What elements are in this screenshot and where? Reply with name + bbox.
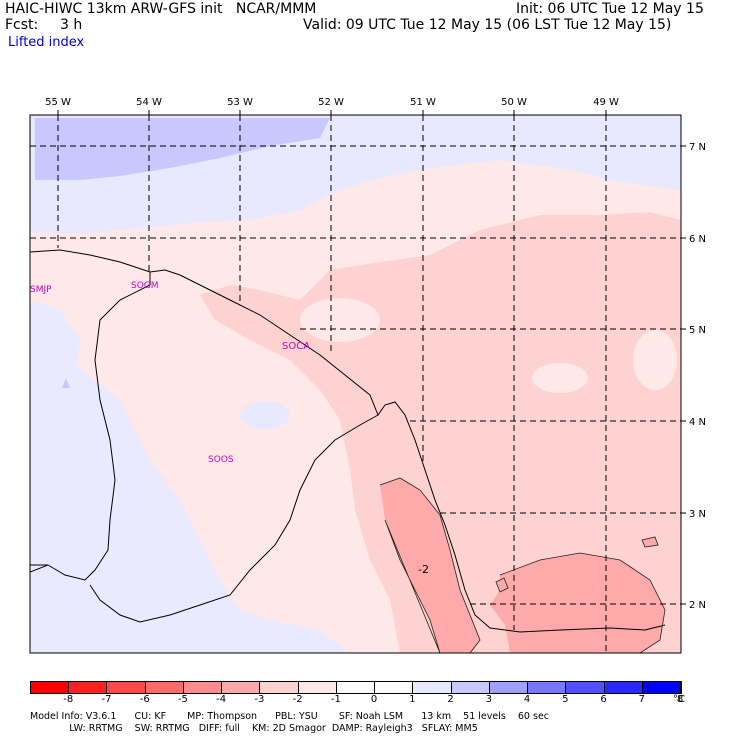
graticule [30, 115, 681, 653]
valid-time: Valid: 09 UTC Tue 12 May 15 (06 LST Tue … [303, 17, 672, 33]
lat-label: 6 N [689, 234, 706, 245]
shade-light-blue-southwest [30, 360, 350, 653]
colorbar-tick-label: 2 [447, 694, 454, 705]
colorbar-swatch [566, 682, 605, 693]
shade-hole-2 [532, 363, 588, 393]
colorbar-tick-label: 7 [638, 694, 645, 705]
lon-label: 55 W [45, 97, 71, 108]
lon-label: 54 W [136, 97, 162, 108]
contour-small-2 [495, 577, 509, 593]
colorbar-swatch [298, 682, 337, 693]
map-frame [29, 114, 682, 654]
colorbar-tick-label: 8 [676, 694, 684, 705]
shade-blue-northwest [35, 118, 330, 180]
shade-hole-3 [633, 330, 677, 390]
lon-label: 52 W [318, 97, 344, 108]
colorbar-tick-label: -6 [139, 694, 150, 705]
colorbar-swatch [413, 682, 452, 693]
blue-marker [62, 378, 70, 388]
colorbar-tick-label: -5 [177, 694, 188, 705]
colorbar-tick-label: 6 [600, 694, 607, 705]
colorbar-swatch [183, 682, 223, 693]
colorbar-swatch [642, 682, 681, 693]
station-smjp: SMJP [30, 285, 52, 295]
forecast-hours: 3 h [60, 17, 83, 33]
shade-light-blue-blob [240, 401, 290, 429]
lon-label: 50 W [501, 97, 527, 108]
colorbar-unit: °C [673, 694, 685, 705]
colorbar-swatch [336, 682, 376, 693]
coastline [30, 249, 666, 633]
top-ticks [57, 110, 607, 115]
lon-label: 51 W [410, 97, 436, 108]
station-soca: SOCA [282, 341, 310, 352]
lat-label: 5 N [689, 325, 706, 336]
colorbar-swatch [222, 682, 261, 693]
border-suriname-guyana [30, 272, 151, 581]
colorbar-tick-label: -8 [63, 694, 74, 705]
lon-label: 49 W [593, 97, 619, 108]
station-soos: SOOS [208, 455, 234, 465]
colorbar-swatch [69, 682, 108, 693]
shade-hole-1 [300, 298, 380, 342]
forecast-label: Fcst: [5, 17, 39, 33]
colorbar-swatch [260, 682, 299, 693]
lat-label: 2 N [689, 600, 706, 611]
colorbar-swatch [451, 682, 490, 693]
shading-layer [30, 115, 681, 653]
shade-deep-pink-2 [490, 553, 665, 653]
colorbar-tick-label: 0 [370, 694, 378, 705]
right-ticks [681, 145, 686, 605]
colorbar-tick-label: -2 [292, 694, 303, 705]
field-name: Lifted index [8, 35, 85, 50]
colorbar-tick-label: 5 [562, 694, 569, 705]
contour-label: -2 [418, 563, 429, 576]
contour-minus-2-east [499, 552, 666, 653]
colorbar-swatch [375, 682, 414, 693]
colorbar-swatch [31, 682, 70, 693]
colorbar-swatch [604, 682, 643, 693]
colorbar-tick-label: 4 [523, 694, 531, 705]
colorbar-swatch [528, 682, 567, 693]
shade-light-blue-west [30, 300, 80, 380]
colorbar-swatch [145, 682, 184, 693]
model-info-line-2: LW: RRTMG SW: RRTMG DIFF: full KM: 2D Sm… [30, 723, 478, 734]
lon-label: 53 W [227, 97, 253, 108]
colorbar-swatch [489, 682, 529, 693]
colorbar-tick-label: -4 [216, 694, 227, 705]
shade-deep-pink-1 [380, 478, 480, 653]
lat-label: 3 N [689, 509, 706, 520]
contour-small [641, 536, 659, 548]
model-title: HAIC-HIWC 13km ARW-GFS init NCAR/MMM [5, 1, 317, 17]
colorbar-tick-label: 3 [485, 694, 492, 705]
contour-minus-2-west [379, 477, 481, 653]
colorbar-tick-label: -3 [254, 694, 265, 705]
lat-label: 4 N [689, 417, 706, 428]
lat-label: 7 N [689, 142, 706, 153]
model-info-line-1: Model Info: V3.6.1 CU: KF MP: Thompson P… [30, 711, 550, 722]
colorbar-tick-label: -1 [330, 694, 341, 705]
colorbar-swatch [107, 682, 146, 693]
station-sogm: SOGM [131, 281, 159, 291]
border-suriname-guiana [89, 414, 379, 623]
init-time: Init: 06 UTC Tue 12 May 15 [516, 1, 704, 17]
colorbar-tick-label: 1 [409, 694, 416, 705]
shade-deep-pink-3 [642, 537, 658, 547]
colorbar-tick-label: -7 [101, 694, 112, 705]
colorbar [30, 681, 682, 694]
